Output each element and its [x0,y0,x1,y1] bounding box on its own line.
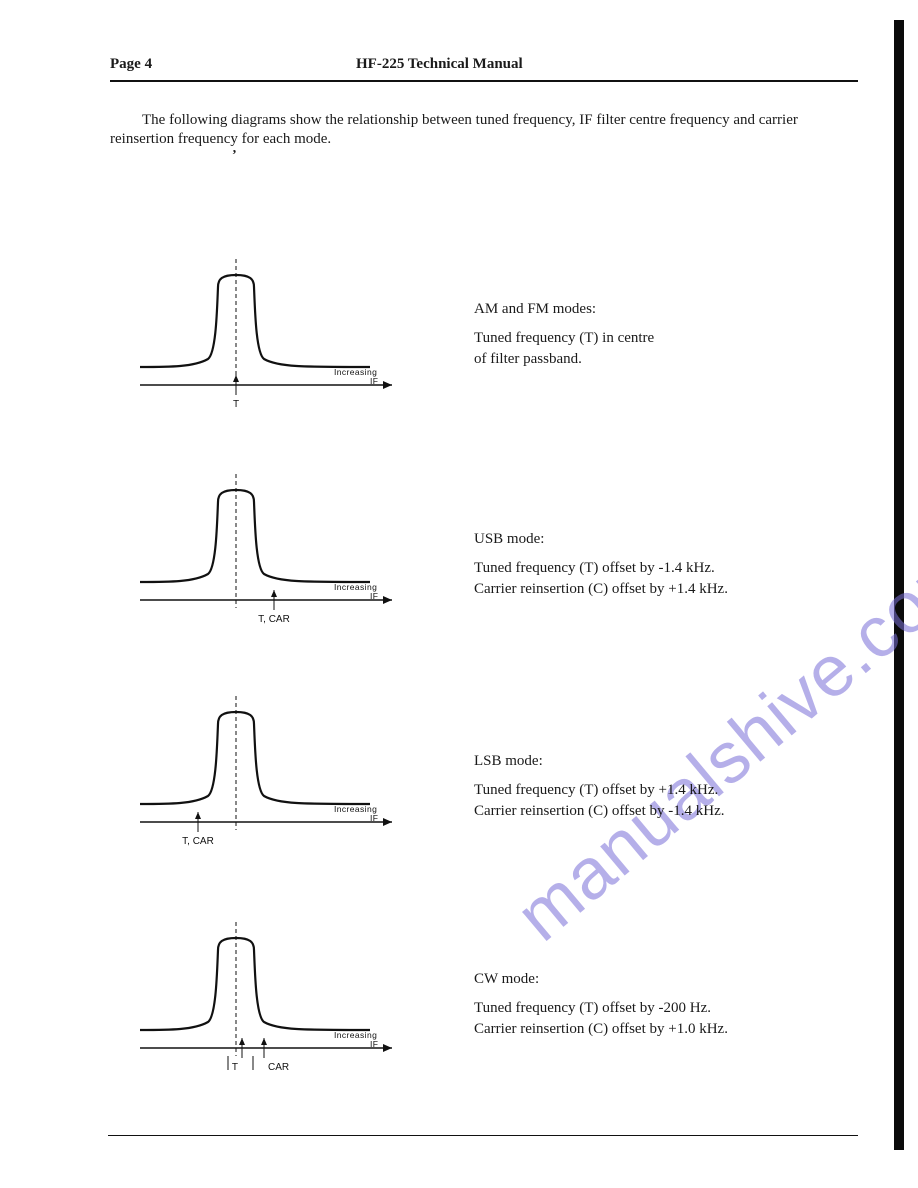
diagram-cw: IncreasingIFTCAR [130,918,430,1098]
filter-passband-chart: IncreasingIFT [130,255,430,435]
filter-passband-chart: IncreasingIFT, CAR [130,692,430,872]
desc-cw: CW mode: Tuned frequency (T) offset by -… [474,970,874,1042]
desc-line: Tuned frequency (T) offset by +1.4 kHz. [474,781,874,800]
desc-line: Tuned frequency (T) offset by -1.4 kHz. [474,559,874,578]
scan-edge-right [894,20,904,1150]
desc-line: Carrier reinsertion (C) offset by +1.0 k… [474,1020,874,1039]
intro-text: The following diagrams show the relation… [110,112,798,147]
desc-line: Tuned frequency (T) in centre [474,329,874,348]
diagram-lsb: IncreasingIFT, CAR [130,692,430,872]
svg-text:T, CAR: T, CAR [182,836,214,847]
intro-paragraph: The following diagrams show the relation… [110,111,858,149]
desc-line: of filter passband. [474,350,874,369]
svg-text:IF: IF [370,376,378,386]
page-header: Page 4 HF-225 Technical Manual [110,56,858,92]
filter-passband-chart: IncreasingIFT, CAR [130,470,430,650]
desc-line: Carrier reinsertion (C) offset by -1.4 k… [474,802,874,821]
diagram-usb: IncreasingIFT, CAR [130,470,430,650]
desc-title: AM and FM modes: [474,300,874,319]
desc-title: LSB mode: [474,752,874,771]
header-rule [110,80,858,82]
desc-lsb: LSB mode: Tuned frequency (T) offset by … [474,752,874,824]
stray-mark: ʼ [232,148,237,164]
desc-title: USB mode: [474,530,874,549]
diagram-am-fm: IncreasingIFT [130,255,430,435]
footer-rule [108,1135,858,1136]
svg-text:IF: IF [370,591,378,601]
svg-text:T, CAR: T, CAR [258,614,290,625]
svg-text:T: T [232,1062,238,1073]
page-number: Page 4 [110,56,152,73]
desc-line: Carrier reinsertion (C) offset by +1.4 k… [474,580,874,599]
svg-text:IF: IF [370,1039,378,1049]
svg-text:T: T [233,399,239,410]
manual-title: HF-225 Technical Manual [356,56,523,73]
svg-text:CAR: CAR [268,1062,289,1073]
desc-am-fm: AM and FM modes: Tuned frequency (T) in … [474,300,874,372]
desc-title: CW mode: [474,970,874,989]
filter-passband-chart: IncreasingIFTCAR [130,918,430,1098]
page: Page 4 HF-225 Technical Manual The follo… [0,0,918,1188]
desc-line: Tuned frequency (T) offset by -200 Hz. [474,999,874,1018]
desc-usb: USB mode: Tuned frequency (T) offset by … [474,530,874,602]
svg-text:IF: IF [370,813,378,823]
